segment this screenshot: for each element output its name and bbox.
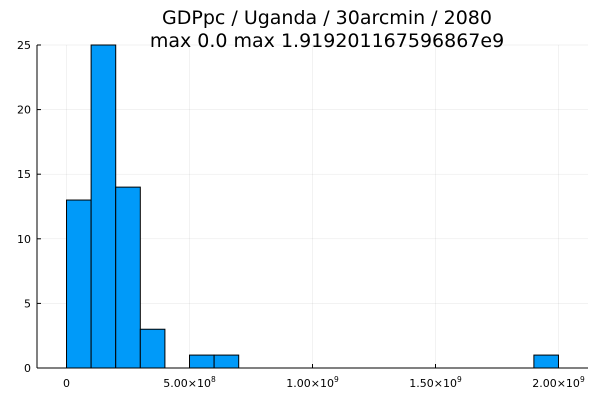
y-tick-labels: 0 5 10 15 20 25 [17, 39, 31, 375]
histogram-bar [533, 354, 559, 369]
x-tick-label: 1.00×109 [286, 375, 339, 390]
x-tick-label: 1.50×109 [409, 375, 462, 390]
histogram-bar [66, 199, 92, 369]
x-tick-label: 2.00×109 [532, 375, 585, 390]
x-tick-label: 0 [63, 377, 70, 390]
y-tick-label: 20 [17, 104, 31, 117]
histogram-bar [213, 354, 240, 369]
histogram-bar [90, 44, 117, 369]
chart-subtitle: max 0.0 max 1.919201167596867e9 [150, 30, 504, 52]
y-tick-label: 0 [24, 362, 31, 375]
histogram-bar [139, 328, 166, 369]
y-tick-label: 10 [17, 233, 31, 246]
y-tick-label: 15 [17, 168, 31, 181]
y-tick-label: 5 [24, 297, 31, 310]
histogram-bar [189, 354, 215, 369]
axes [36, 44, 588, 369]
x-tick-labels: 0 5.00×108 1.00×109 1.50×109 2.00×109 [63, 375, 585, 390]
y-tick-label: 25 [17, 39, 31, 52]
chart-title: GDPpc / Uganda / 30arcmin / 2080 [162, 7, 492, 29]
bars [66, 44, 559, 369]
histogram-bar [115, 186, 141, 369]
x-tick-label: 5.00×108 [163, 375, 216, 390]
